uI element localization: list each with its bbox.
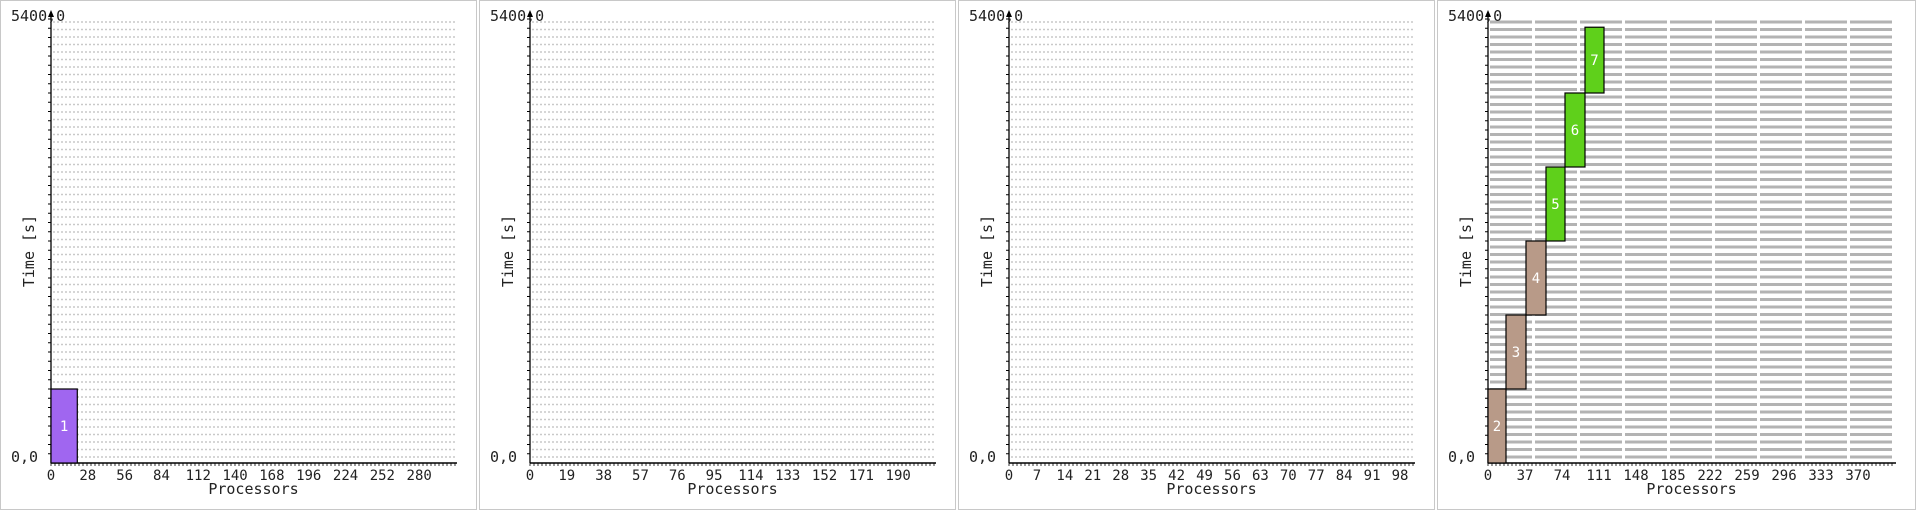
x-tick-label: 259: [1734, 468, 1759, 484]
x-tick-label: 95: [706, 468, 723, 484]
chart-panel-4: 0 37 74 111 148 185 222 259 296 333 370 5400,0 0,0 Pr…: [1437, 0, 1916, 510]
x-tick-label: 14: [1056, 468, 1073, 484]
x-tick-label: 333: [1808, 468, 1833, 484]
y-max-label: 5400,0: [11, 7, 65, 25]
x-tick-label: 7: [1033, 468, 1041, 484]
x-tick-label: 185: [1660, 468, 1685, 484]
x-tick-label: 63: [1252, 468, 1269, 484]
x-tick-label: 57: [632, 468, 649, 484]
x-tick-label: 224: [333, 468, 358, 484]
y-axis-title: Time [s]: [1457, 215, 1475, 287]
x-tick-label: 148: [1623, 468, 1648, 484]
y-axis-arrow: [1485, 10, 1491, 17]
x-tick-label: 42: [1168, 468, 1185, 484]
x-tick-label: 28: [1112, 468, 1129, 484]
x-tick-label: 38: [595, 468, 612, 484]
job-4-label: 4: [1532, 271, 1540, 287]
job-3-label: 3: [1512, 345, 1520, 361]
x-tick-label: 91: [1364, 468, 1381, 484]
x-tick-label: 370: [1845, 468, 1870, 484]
x-axis-title: Processors: [687, 480, 777, 498]
x-tick-label: 21: [1084, 468, 1101, 484]
job-2-block: [1487, 388, 1507, 464]
x-tick-label: 171: [849, 468, 874, 484]
chart-panel-1: 0 28 56 84 112 140 168 196 224 252 280 5400,0 0,0 Pro…: [0, 0, 477, 510]
x-tick-label: 112: [186, 468, 211, 484]
x-tick-label: 252: [370, 468, 395, 484]
grid-lines: [1490, 20, 1895, 459]
job-1-label: 1: [60, 419, 68, 435]
x-tick-label: 196: [296, 468, 321, 484]
x-tick-label: 280: [407, 468, 432, 484]
job-5-label: 5: [1551, 197, 1559, 213]
x-tick-label: 0: [1005, 468, 1013, 484]
job-4-block: [1525, 240, 1547, 316]
y-axis-arrow: [48, 10, 54, 17]
job-2-label: 2: [1493, 419, 1501, 435]
x-tick-label: 0: [1484, 468, 1492, 484]
x-tick-label: 35: [1140, 468, 1157, 484]
y-axis-arrow: [1006, 10, 1012, 17]
job-1-block: [50, 388, 78, 464]
y-axis-arrow: [527, 10, 533, 17]
x-tick-label: 133: [775, 468, 800, 484]
x-axis-title: Processors: [1166, 480, 1256, 498]
x-tick-label: 84: [153, 468, 170, 484]
x-tick-label: 49: [1196, 468, 1213, 484]
job-5-block: [1545, 166, 1566, 242]
y-origin-label: 0,0: [969, 448, 996, 466]
y-max-label: 5400,0: [1448, 7, 1502, 25]
x-tick-label: 190: [886, 468, 911, 484]
x-tick-label: 152: [812, 468, 837, 484]
x-axis-title: Processors: [208, 480, 298, 498]
x-tick-label: 74: [1554, 468, 1571, 484]
y-origin-label: 0,0: [490, 448, 517, 466]
y-max-label: 5400,0: [969, 7, 1023, 25]
grid-lines: [53, 21, 456, 458]
y-axis-title: Time [s]: [978, 215, 996, 287]
x-tick-label: 84: [1336, 468, 1353, 484]
x-tick-label: 56: [1224, 468, 1241, 484]
x-tick-label: 0: [47, 468, 55, 484]
job-6-label: 6: [1571, 123, 1579, 139]
y-max-label: 5400,0: [490, 7, 544, 25]
x-tick-label: 76: [669, 468, 686, 484]
chart-svg: 0 19 38 57 76 95 114 133 152 171 190 5400,0 0,0 Proce…: [490, 7, 936, 498]
x-tick-label: 140: [222, 468, 247, 484]
grid-lines: [532, 21, 935, 458]
x-tick-label: 19: [558, 468, 575, 484]
job-3-block: [1505, 314, 1527, 390]
chart-svg: 0 7 14 21 28 35 42 49 56 63 70 77 84 91 98 5400,0 0,0 Pro…: [969, 7, 1415, 498]
y-axis-title: Time [s]: [20, 215, 38, 287]
x-tick-label: 77: [1308, 468, 1325, 484]
x-tick-label: 296: [1771, 468, 1796, 484]
x-tick-label: 222: [1697, 468, 1722, 484]
y-origin-label: 0,0: [1448, 448, 1475, 466]
x-tick-label: 114: [738, 468, 763, 484]
x-tick-label: 56: [116, 468, 133, 484]
y-origin-label: 0,0: [11, 448, 38, 466]
x-tick-label: 28: [79, 468, 96, 484]
grid-lines: [1011, 21, 1414, 458]
y-axis-title: Time [s]: [499, 215, 517, 287]
chart-svg: 0 37 74 111 148 185 222 259 296 333 3705400,00,0Pr…: [1448, 7, 1896, 498]
x-tick-label: 168: [259, 468, 284, 484]
x-axis-title: Processors: [1646, 480, 1736, 498]
x-tick-label: 111: [1586, 468, 1611, 484]
chart-svg: 0 28 56 84 112 140 168 196 224 252 280 5400,0 0,0 Pro…: [11, 7, 457, 498]
x-tick-label: 70: [1280, 468, 1297, 484]
x-tick-label: 98: [1392, 468, 1409, 484]
job-7-block: [1584, 26, 1605, 94]
job-6-block: [1564, 92, 1586, 168]
chart-panel-2: 0 19 38 57 76 95 114 133 152 171 190 5400,0 0,0 Proce…: [479, 0, 956, 510]
x-tick-label: 37: [1517, 468, 1534, 484]
x-tick-label: 0: [526, 468, 534, 484]
chart-panel-3: 0 7 14 21 28 35 42 49 56 63 70 77 84 91 98 5400,0 0,0 Pro…: [958, 0, 1435, 510]
job-7-label: 7: [1590, 53, 1598, 69]
